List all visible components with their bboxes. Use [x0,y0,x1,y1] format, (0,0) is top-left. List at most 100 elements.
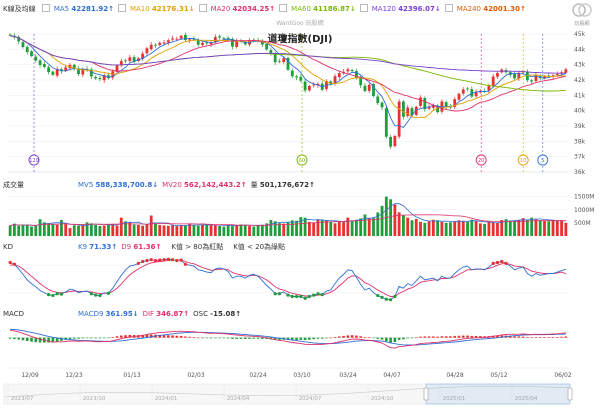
volume-bar [517,220,521,236]
candle-body [184,34,187,40]
ma-legend-value: 42176.31↓ [151,5,195,13]
timeline-tick-label: 2025/04 [515,396,538,402]
volume-bar [128,222,132,236]
timeline-left-handle[interactable] [423,387,429,401]
event-marker-badge [537,154,549,166]
kd-legend-value: 61.36↑ [133,243,162,251]
volume-bar [290,220,294,236]
kd-overbought-dot [8,260,12,265]
candle-body [72,64,76,70]
candle-body [205,42,209,44]
candle-body [453,99,457,107]
candle-body [154,44,157,46]
kd-note: K值 < 20為綠點 [233,243,286,251]
candle-body [141,53,145,59]
ma-legend-ma60[interactable]: MA60 41186.87↓ [279,4,356,13]
price-y-tick: 42k [574,77,586,84]
macd-osc-bar [521,336,525,338]
volume-y-tick: 500M [574,220,591,227]
volume-legend-value: 588,338,700.8↓ [95,181,159,189]
toggle-checkbox-icon[interactable] [117,4,126,12]
macd-osc-bar [350,335,354,338]
macd-osc-bar [265,337,268,340]
candle-body [419,97,422,106]
timeline-area-line [3,385,571,398]
candle-body [410,108,414,116]
macd-osc-bar [290,337,294,341]
timeline-right-handle[interactable] [567,387,573,401]
volume-bar [406,217,410,236]
kd-oversold-dot [273,292,277,296]
ma-legend-ma240[interactable]: MA240 42001.30↑ [444,4,526,13]
kd-overbought-dot [141,259,145,264]
event-marker-label: 60 [299,158,305,164]
x-tick-label: 05/12 [490,372,507,379]
candle-body [8,34,12,36]
volume-bar [136,224,140,236]
macd-osc-bar [261,337,264,339]
ma-legend-ma120[interactable]: MA120 42396.07↓ [359,4,441,13]
price-y-tick: 44k [574,46,586,53]
candle-body [474,91,478,97]
kd-overbought-dot [175,259,179,263]
volume-bar [81,224,85,236]
ma-legend-value: 42034.25↑ [232,5,276,13]
macd-osc-bar [21,337,25,341]
candle-body [363,85,367,92]
wantgoo-logo: 玩股網 [568,2,596,28]
macd-osc-bar [243,337,247,340]
toggle-checkbox-icon[interactable] [198,4,207,12]
candle-body [107,75,110,79]
volume-bar [192,225,196,236]
event-marker-badge [517,154,529,166]
macd-osc-bar [81,337,85,339]
volume-bar [179,224,183,236]
macd-indicators: MACD9 361.95↓ DIF 346.87↑ OSC -15.08↑ [78,309,245,320]
macd-osc-bar [423,336,427,338]
ma-legend-ma10[interactable]: MA10 42176.31↓ [117,4,195,13]
volume-legend-name: MV5 [78,181,96,189]
volume-bar [342,222,345,236]
toggle-checkbox-icon[interactable] [279,4,288,12]
macd-osc-bar [449,336,452,338]
toggle-checkbox-icon[interactable] [444,4,453,12]
volume-bar [453,221,457,236]
kd-oversold-dot [98,293,102,298]
volume-bar [68,228,72,236]
ma120-line [9,35,566,74]
toggle-checkbox-icon[interactable] [359,4,368,12]
kd-overbought-dot [170,258,175,262]
macd-section-label: MACD [3,310,24,318]
candle-body [209,42,213,45]
candle-body [282,58,286,62]
macd-osc-bar [342,335,345,338]
macd-osc-bar [440,336,444,338]
macd-osc-bar [273,337,277,340]
toggle-checkbox-icon[interactable] [41,4,50,12]
candle-body [21,42,25,48]
volume-bar [98,226,102,236]
volume-bar [252,226,256,236]
ma-legend-value: 41186.87↓ [313,5,356,13]
candle-body [98,78,102,80]
kd-oversold-dot [307,294,311,299]
volume-bar [166,225,170,236]
volume-legend-name: 量 [250,181,260,189]
ma-legend-ma5[interactable]: MA5 42281.92↑ [41,4,114,13]
candle-body [213,37,217,43]
macd-osc-bar [560,336,563,338]
macd-osc-bar [346,335,350,338]
candle-body [158,42,162,45]
kd-oversold-dot [51,293,55,298]
kd-overbought-dot [179,258,183,262]
macd-osc-bar [90,337,93,339]
macd-dif-line [10,329,566,349]
volume-bar [436,220,440,236]
ma-legend-ma20[interactable]: MA20 42034.25↑ [198,4,276,13]
volume-bar [363,214,367,236]
candle-body [376,96,380,103]
x-tick-label: 01/13 [123,372,140,379]
macd-osc-bar [517,336,521,338]
kd-overbought-dot [158,258,162,262]
